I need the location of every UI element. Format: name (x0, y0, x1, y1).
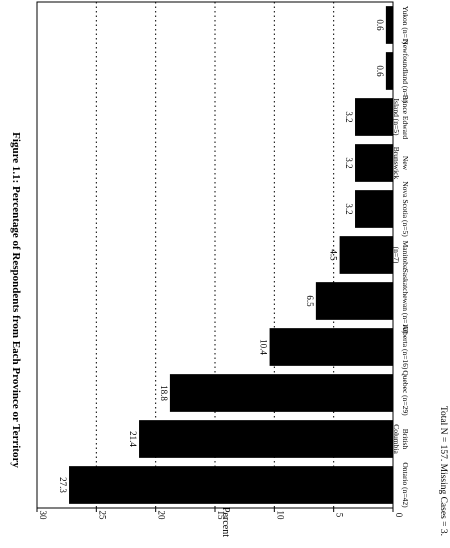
value-labels: 27.3 21.4 18.8 10.4 6.5 4.5 3.2 3.2 3.2 0.6 0.6 (58, 19, 385, 493)
value-label-6: 4.5 (329, 249, 339, 261)
value-label-8: 3.2 (344, 157, 354, 168)
bar-7 (355, 190, 393, 228)
value-label-4: 10.4 (259, 339, 269, 355)
bar-1 (69, 466, 393, 504)
tick-label-0: 0 (394, 513, 404, 518)
tick-label-5: 5 (335, 513, 345, 518)
category-label-5: Saskatchewan (n=10) (401, 269, 410, 334)
category-label-6: Manitoba(n=7) (392, 241, 410, 270)
category-label-line: New (401, 156, 410, 171)
bar-5 (315, 282, 393, 320)
bar-11 (385, 6, 393, 44)
figure-title: Figure 1.1: Percentage of Respondents fr… (10, 132, 22, 468)
category-label-line: Island (n=5) (392, 99, 401, 136)
category-label-11: Yukon (n=1) (401, 6, 410, 45)
value-label-5: 6.5 (305, 295, 315, 307)
value-label-10: 0.6 (375, 65, 385, 77)
category-labels: Ontario (n=42) BritishColumbia(n=33) Quebe… (383, 6, 410, 508)
bar-6 (339, 236, 393, 274)
category-label-4: Alberta (n=16) (401, 325, 410, 370)
category-label-line: Alberta (n=16) (401, 325, 410, 370)
category-label-9: Prince EdwardIsland (n=5) (392, 95, 410, 140)
category-label-line: (n=5) (383, 155, 392, 172)
tick-label-15: 15 (216, 511, 226, 521)
y-axis-title: Percent (220, 507, 231, 537)
figure-footnote: Total N = 157. Missing Cases = 3. (438, 406, 448, 536)
tick-label-25: 25 (97, 511, 107, 521)
category-label-10: Newfoundland (n=1) (401, 39, 410, 103)
category-label-line: Yukon (n=1) (401, 6, 410, 45)
category-label-line: Newfoundland (n=1) (401, 39, 410, 103)
category-label-line: Saskatchewan (n=10) (401, 269, 410, 334)
category-label-line: British (401, 429, 410, 450)
plot-frame (36, 1, 394, 509)
bar-chart: 27.3 21.4 18.8 10.4 6.5 4.5 3.2 3.2 3.2 0.6 0.6 On… (36, 1, 410, 521)
value-label-1: 27.3 (58, 477, 68, 493)
bar-8 (355, 144, 393, 182)
tick-label-10: 10 (275, 511, 285, 521)
category-label-7: Nova Scotia (n=5) (401, 181, 410, 237)
tick-label-20: 20 (157, 511, 167, 521)
category-label-3: Quebec (n=29) (401, 370, 410, 416)
category-label-line: Manitoba (401, 241, 410, 270)
axis-ticks: 0 5 10 15 20 25 30 (36, 508, 404, 521)
category-label-line: Quebec (n=29) (401, 370, 410, 416)
bar-10 (385, 52, 393, 90)
value-label-3: 18.8 (159, 385, 169, 401)
bar-3 (169, 374, 393, 412)
category-label-line: (n=7) (392, 247, 401, 264)
category-label-8: NewBrunswick(n=5) (383, 147, 410, 180)
category-label-2: BritishColumbia(n=33) (383, 424, 410, 454)
category-label-line: (n=33) (383, 429, 392, 450)
bar-9 (355, 98, 393, 136)
value-label-7: 3.2 (344, 203, 354, 214)
bar-2 (139, 420, 393, 458)
category-label-line: Brunswick (392, 147, 401, 180)
category-label-line: Nova Scotia (n=5) (401, 181, 410, 237)
value-label-2: 21.4 (128, 431, 138, 447)
bars (69, 6, 393, 504)
value-label-11: 0.6 (375, 19, 385, 31)
value-label-9: 3.2 (344, 111, 354, 122)
tick-label-30: 30 (38, 511, 48, 521)
category-label-1: Ontario (n=42) (401, 462, 410, 508)
category-label-line: Columbia (392, 424, 401, 454)
category-label-line: Ontario (n=42) (401, 462, 410, 508)
category-label-line: Prince Edward (401, 95, 410, 140)
grid-lines (95, 2, 335, 508)
bar-4 (269, 328, 393, 366)
